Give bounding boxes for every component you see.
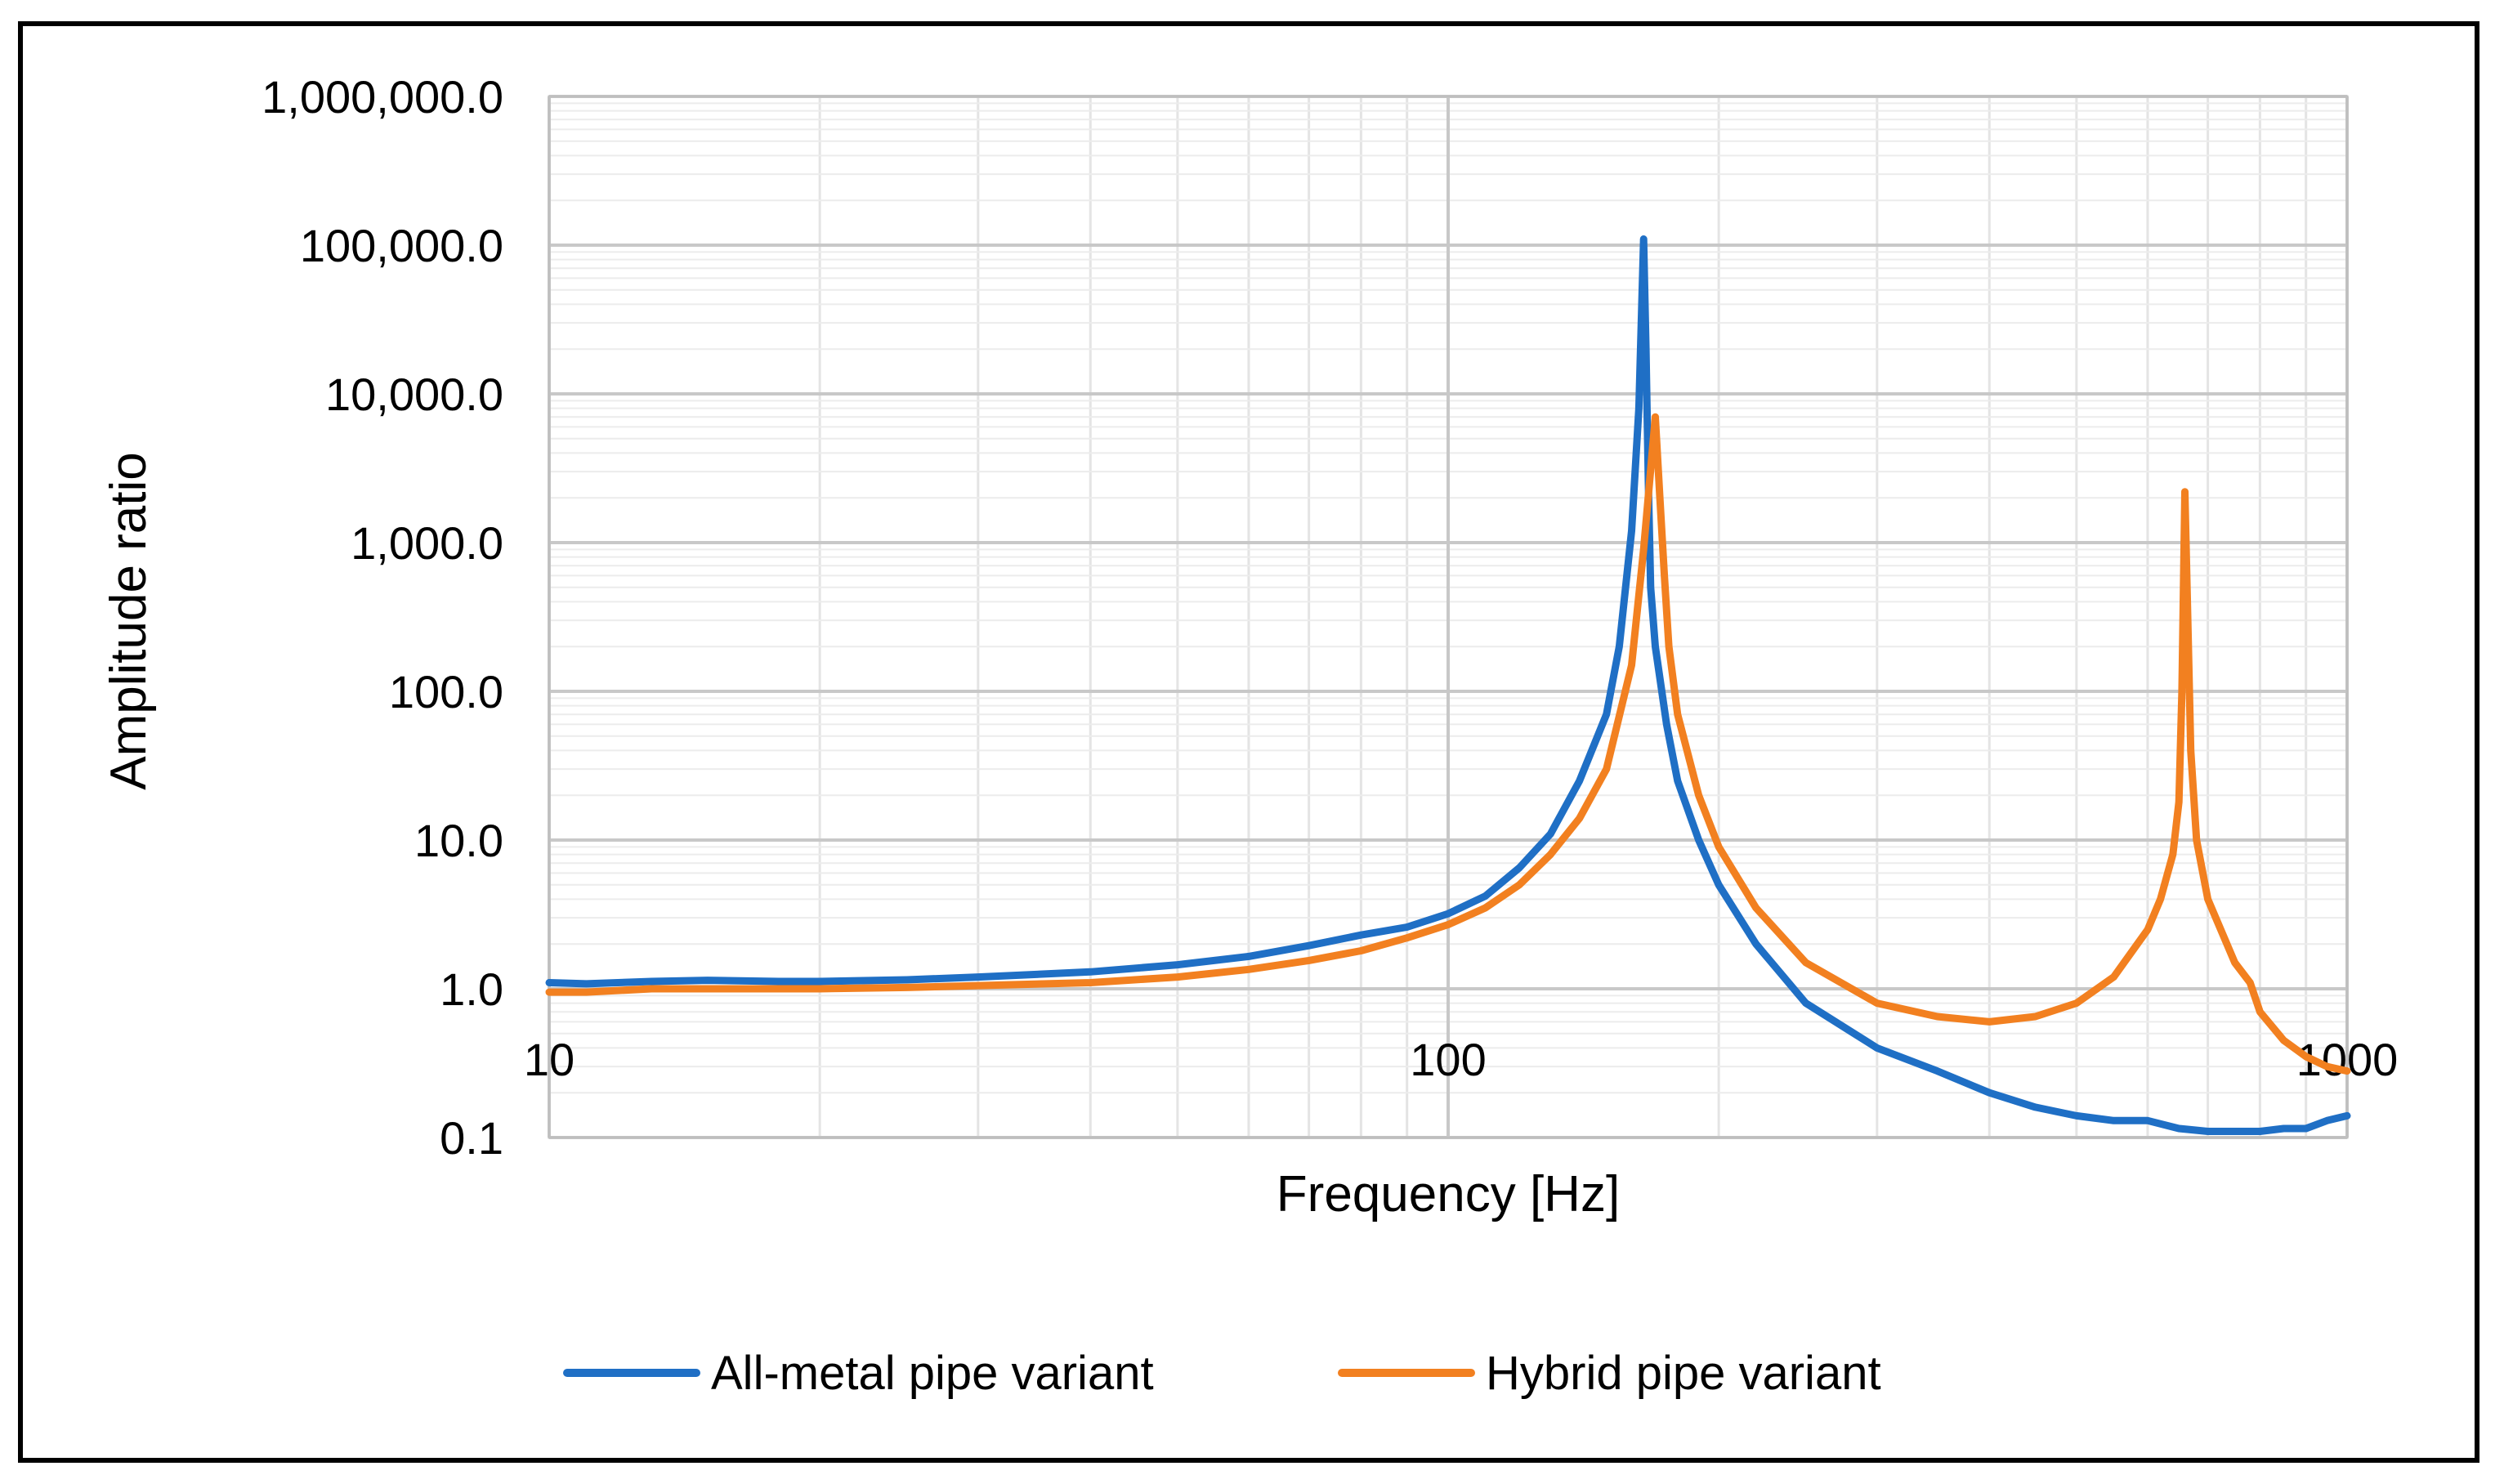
x-tick-labels: 10 100 1000 — [524, 1034, 2398, 1085]
legend: All-metal pipe variant Hybrid pipe varia… — [563, 1347, 1881, 1400]
y-tick-label: 0.1 — [440, 1112, 503, 1164]
x-axis-title: Frequency [Hz] — [1277, 1166, 1620, 1223]
y-tick-labels: 0.1 1.0 10.0 100.0 1,000.0 10,000.0 100,000.0 1… — [262, 71, 503, 1164]
legend-label-all-metal: All-metal pipe variant — [711, 1347, 1154, 1400]
y-tick-label: 100,000.0 — [300, 220, 503, 271]
y-tick-label: 10,000.0 — [325, 369, 503, 420]
series-line-hybrid — [545, 413, 2351, 1075]
y-tick-label: 1,000,000.0 — [262, 71, 503, 123]
y-tick-label: 1,000.0 — [351, 517, 503, 569]
y-tick-label: 1.0 — [440, 963, 503, 1015]
x-tick-label: 100 — [1410, 1034, 1486, 1085]
x-tick-label: 10 — [524, 1034, 575, 1085]
y-tick-label: 10.0 — [414, 815, 503, 866]
series-line-all-metal — [545, 235, 2351, 1135]
y-tick-label: 100.0 — [389, 666, 503, 717]
series-lines — [545, 235, 2351, 1135]
y-axis-title: Amplitude ratio — [101, 452, 157, 790]
plot-area-border — [548, 95, 2349, 1139]
legend-label-hybrid: Hybrid pipe variant — [1486, 1347, 1881, 1400]
